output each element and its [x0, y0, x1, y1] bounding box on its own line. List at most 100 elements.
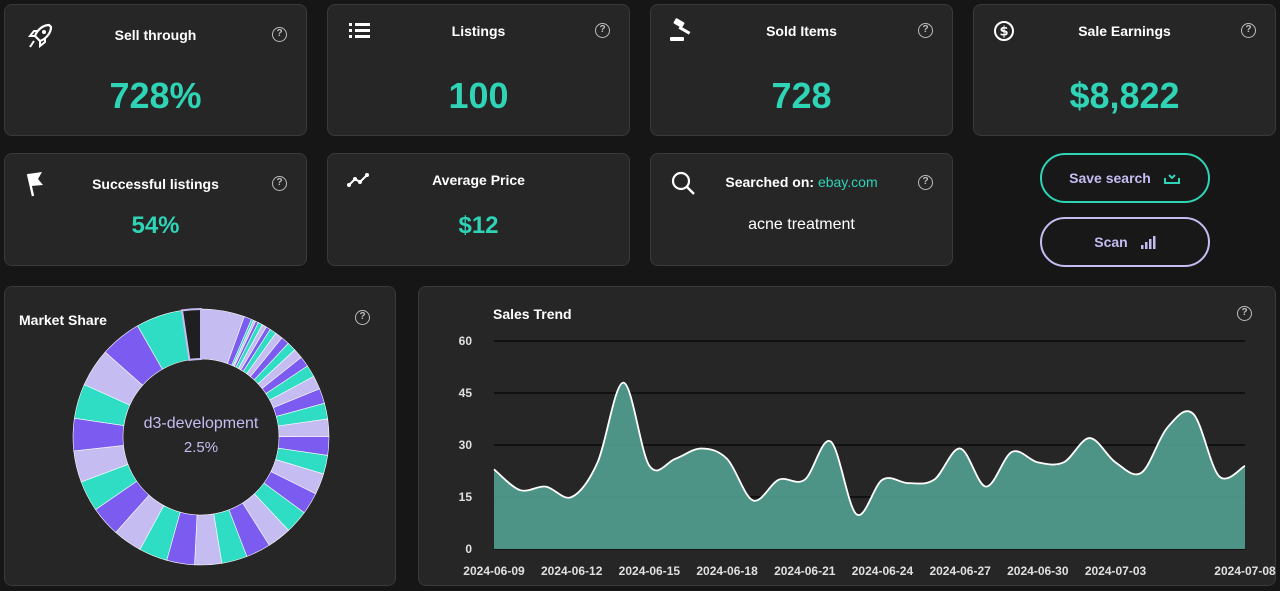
data-point[interactable]	[595, 459, 601, 465]
card-title: Sell through	[114, 27, 197, 43]
donut-center-value: 2.5%	[183, 439, 219, 456]
card-title: Listings	[451, 23, 506, 39]
sales-trend-chart: 60 45 30 15 0 2024-06-09 2024-06-12 2024-06-15 2…	[459, 334, 1276, 578]
successful-listings-card: Successful listings ? 54%	[4, 153, 307, 266]
data-point[interactable]	[672, 456, 678, 462]
data-point[interactable]	[620, 380, 626, 386]
dollar-icon: $	[994, 21, 1014, 41]
data-point[interactable]	[1061, 459, 1067, 465]
sale-earnings-card: $ Sale Earnings ? $8,822	[973, 4, 1276, 136]
data-point[interactable]	[1009, 449, 1015, 455]
download-tray-icon	[1163, 174, 1180, 184]
search-info-card: Searched on: ebay.com ? acne treatment	[650, 153, 953, 266]
sold-items-card: Sold Items ? 728	[650, 4, 953, 136]
data-point[interactable]	[957, 445, 963, 451]
card-value: 100	[448, 75, 509, 116]
save-search-button[interactable]: Save search	[1040, 153, 1210, 203]
data-point[interactable]	[750, 497, 756, 503]
data-point[interactable]	[983, 484, 989, 490]
trend-line-icon	[347, 173, 369, 187]
data-point[interactable]	[1216, 473, 1222, 479]
data-point[interactable]	[776, 477, 782, 483]
data-point[interactable]	[491, 466, 497, 472]
search-site-label: Searched on: ebay.com	[651, 174, 952, 190]
x-tick-label: 2024-07-03	[1085, 564, 1147, 578]
data-point[interactable]	[517, 487, 523, 493]
x-tick-label: 2024-06-21	[774, 564, 836, 578]
svg-text:$: $	[999, 25, 1008, 40]
help-icon[interactable]: ?	[1241, 23, 1256, 38]
scan-label: Scan	[1094, 234, 1128, 250]
market-share-donut[interactable]	[5, 287, 397, 587]
market-share-panel: Market Share ? d3-development 2.5%	[4, 286, 396, 586]
x-tick-label: 2024-06-27	[929, 564, 991, 578]
x-tick-label: 2024-06-18	[696, 564, 758, 578]
data-point[interactable]	[543, 484, 549, 490]
x-tick-label: 2024-06-30	[1007, 564, 1069, 578]
data-point[interactable]	[931, 477, 937, 483]
y-tick-label: 60	[459, 334, 473, 348]
x-tick-label: 2024-06-24	[852, 564, 914, 578]
save-search-label: Save search	[1069, 170, 1151, 186]
market-share-title: Market Share	[19, 312, 107, 328]
data-point[interactable]	[1190, 411, 1196, 417]
data-point[interactable]	[646, 463, 652, 469]
sales-trend-title: Sales Trend	[493, 306, 572, 322]
search-site-link[interactable]: ebay.com	[817, 174, 878, 190]
search-icon	[671, 171, 695, 195]
sales-area	[494, 382, 1245, 549]
signal-bars-icon	[1140, 236, 1156, 249]
help-icon[interactable]: ?	[595, 23, 610, 38]
help-icon[interactable]: ?	[1237, 306, 1252, 321]
data-point[interactable]	[828, 439, 834, 445]
data-point[interactable]	[569, 494, 575, 500]
search-query: acne treatment	[748, 216, 855, 233]
card-value: 54%	[131, 212, 180, 239]
sell-through-card: Sell through ? 728%	[4, 4, 307, 136]
search-label: Searched on:	[725, 174, 815, 190]
data-point[interactable]	[854, 511, 860, 517]
card-value: $12	[458, 212, 499, 239]
gavel-icon	[670, 18, 691, 41]
y-tick-label: 45	[459, 386, 473, 400]
data-point[interactable]	[724, 456, 730, 462]
data-point[interactable]	[879, 477, 885, 483]
list-icon	[349, 23, 370, 38]
card-title: Average Price	[432, 172, 525, 188]
data-point[interactable]	[905, 480, 911, 486]
scan-button[interactable]: Scan	[1040, 217, 1210, 267]
y-tick-label: 15	[459, 490, 473, 504]
data-point[interactable]	[1035, 459, 1041, 465]
donut-center-label: d3-development	[143, 415, 259, 432]
data-point[interactable]	[802, 477, 808, 483]
x-tick-label: 2024-07-08	[1214, 564, 1276, 578]
data-point[interactable]	[1113, 459, 1119, 465]
help-icon[interactable]: ?	[272, 27, 287, 42]
y-tick-label: 0	[465, 542, 472, 556]
data-point[interactable]	[1242, 463, 1248, 469]
card-value: 728	[771, 75, 832, 116]
listings-card: Listings ? 100	[327, 4, 630, 136]
card-value: $8,822	[1069, 75, 1180, 116]
rocket-icon	[27, 23, 53, 49]
card-title: Sold Items	[766, 23, 837, 39]
data-point[interactable]	[698, 445, 704, 451]
card-value: 728%	[109, 75, 202, 116]
data-point[interactable]	[1087, 435, 1093, 441]
card-title: Successful listings	[92, 176, 219, 192]
sales-trend-panel: Sales Trend ? 60 45 30 15 0 2024-06-09 2024-06…	[418, 286, 1276, 586]
card-title: Sale Earnings	[1078, 23, 1171, 39]
help-icon[interactable]: ?	[355, 310, 370, 325]
x-tick-label: 2024-06-09	[463, 564, 525, 578]
y-tick-label: 30	[459, 438, 473, 452]
data-point[interactable]	[1138, 470, 1144, 476]
help-icon[interactable]: ?	[918, 23, 933, 38]
average-price-card: Average Price $12	[327, 153, 630, 266]
donut-slice[interactable]	[180, 307, 202, 362]
x-tick-label: 2024-06-15	[619, 564, 681, 578]
data-point[interactable]	[1164, 425, 1170, 431]
sales-line	[493, 381, 1246, 516]
help-icon[interactable]: ?	[918, 175, 933, 190]
x-tick-label: 2024-06-12	[541, 564, 603, 578]
help-icon[interactable]: ?	[272, 176, 287, 191]
